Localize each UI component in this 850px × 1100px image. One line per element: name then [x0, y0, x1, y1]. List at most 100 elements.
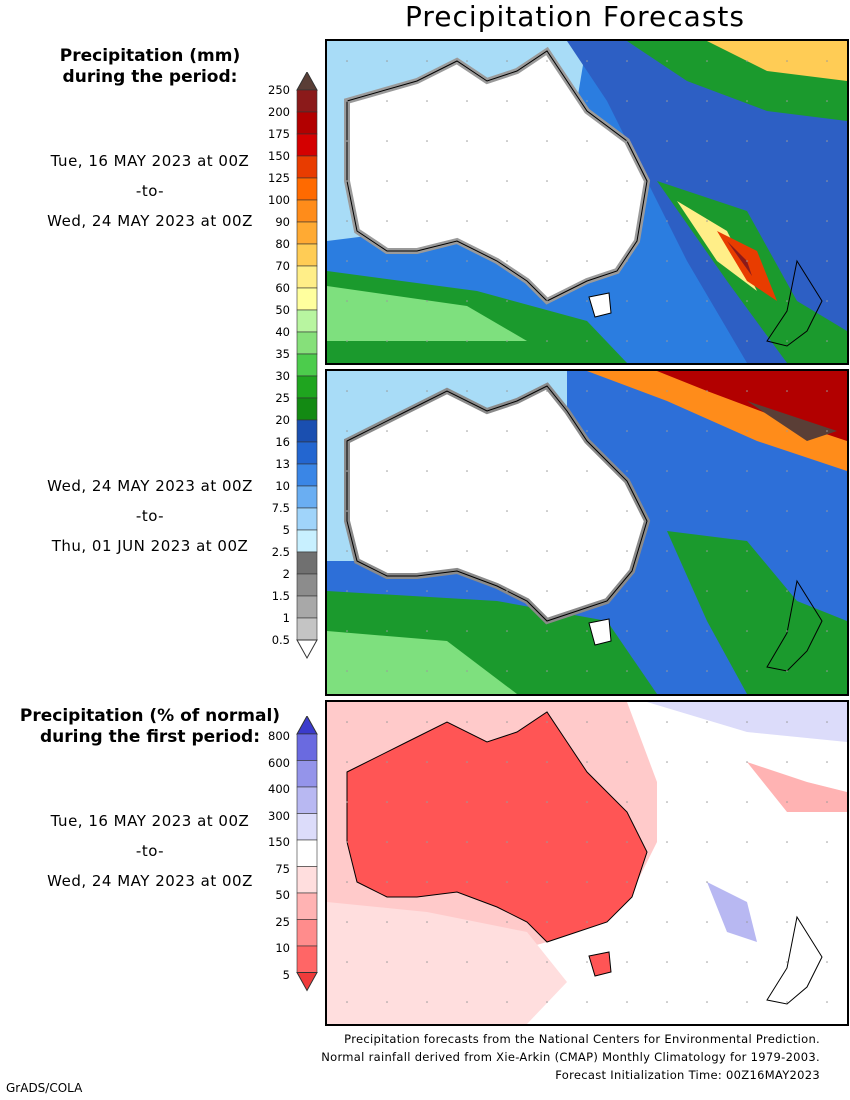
colorbar-tick-label: 30 [275, 369, 290, 383]
period3-start: Tue, 16 MAY 2023 at 00Z [50, 812, 250, 830]
colorbar-tick-label: 25 [275, 914, 290, 929]
colorbar-tick-label: 5 [282, 523, 290, 537]
map-panel-period2 [325, 369, 849, 696]
colorbar-tick-label: 100 [268, 193, 290, 207]
colorbar-segment [296, 760, 318, 788]
pct-header-line1: Precipitation (% of normal) [19, 706, 281, 726]
colorbar-segment [296, 595, 318, 619]
colorbar-segment [296, 507, 318, 531]
mm-colorbar [296, 72, 318, 660]
colorbar-segment [296, 287, 318, 311]
colorbar-segment [296, 243, 318, 267]
colorbar-segment [296, 111, 318, 135]
colorbar-tick-label: 125 [268, 171, 290, 185]
mm-header-line2: during the period: [62, 67, 238, 87]
pct-header-line2: during the first period: [39, 727, 261, 747]
colorbar-tick-label: 90 [275, 215, 290, 229]
colorbar-tick-label: 35 [275, 347, 290, 361]
colorbar-segment [296, 133, 318, 157]
colorbar-tick-label: 1 [282, 611, 290, 625]
colorbar-tick-label: 25 [275, 391, 290, 405]
colorbar-top-arrow [296, 716, 318, 735]
colorbar-tick-label: 10 [275, 479, 290, 493]
colorbar-bottom-arrow [296, 972, 318, 992]
colorbar-tick-label: 50 [275, 888, 290, 902]
period1-start: Tue, 16 MAY 2023 at 00Z [50, 152, 250, 170]
page-title: Precipitation Forecasts [405, 0, 745, 33]
period1-dates: Tue, 16 MAY 2023 at 00Z -to- Wed, 24 MAY… [30, 146, 270, 236]
footer-line-1: Precipitation forecasts from the Nationa… [344, 1032, 820, 1046]
colorbar-tick-label: 13 [275, 457, 290, 471]
period2-sep: -to- [135, 507, 165, 525]
colorbar-segment [296, 463, 318, 487]
colorbar-segment [296, 177, 318, 201]
colorbar-tick-label: 250 [268, 83, 290, 97]
map-panel-period1 [325, 39, 849, 365]
mm-header: Precipitation (mm) during the period: [0, 46, 300, 88]
period3-dates: Tue, 16 MAY 2023 at 00Z -to- Wed, 24 MAY… [30, 806, 270, 896]
pct-scale-labels: 800 600 400 300 150 75 50 25 10 5 [240, 730, 290, 1004]
colorbar-tick-label: 60 [275, 281, 290, 295]
colorbar-tick-label: 600 [268, 755, 290, 770]
period1-end: Wed, 24 MAY 2023 at 00Z [47, 212, 253, 230]
colorbar-segment [296, 617, 318, 641]
colorbar-tick-label: 75 [275, 861, 290, 876]
colorbar-tick-label: 200 [268, 105, 290, 119]
colorbar-tick-label: 7.5 [271, 501, 290, 515]
mm-header-line1: Precipitation (mm) [59, 46, 241, 66]
colorbar-segment [296, 397, 318, 421]
colorbar-segment [296, 529, 318, 553]
colorbar-segment [296, 441, 318, 465]
period1-sep: -to- [135, 182, 165, 200]
colorbar-segment [296, 551, 318, 575]
colorbar-tick-label: 2 [282, 567, 290, 581]
colorbar-tick-label: 40 [275, 325, 290, 339]
mm-scale-labels: 250 200 175 150 125 100 90 80 70 60 50 40 35 30 25 20 16… [240, 84, 290, 658]
footer-notes: Precipitation forecasts from the Nationa… [321, 1030, 820, 1084]
colorbar-segment [296, 375, 318, 399]
colorbar-segment [296, 331, 318, 355]
colorbar-segment [296, 419, 318, 443]
colorbar-tick-label: 150 [268, 835, 290, 849]
colorbar-tick-label: 400 [268, 782, 290, 796]
map-panel-pct-normal [325, 700, 849, 1026]
colorbar-segment [296, 573, 318, 597]
colorbar-segment [296, 353, 318, 377]
colorbar-segment [296, 839, 318, 867]
colorbar-segment [296, 813, 318, 841]
colorbar-tick-label: 20 [275, 413, 290, 427]
pct-colorbar [296, 716, 318, 992]
colorbar-top-arrow [296, 72, 318, 91]
period2-start: Wed, 24 MAY 2023 at 00Z [47, 477, 253, 495]
period2-end: Thu, 01 JUN 2023 at 00Z [51, 537, 249, 555]
colorbar-segment [296, 892, 318, 920]
colorbar-tick-label: 0.5 [271, 633, 290, 647]
colorbar-segment [296, 733, 318, 761]
colorbar-tick-label: 175 [268, 127, 290, 141]
colorbar-tick-label: 70 [275, 259, 290, 273]
colorbar-tick-label: 800 [268, 729, 290, 743]
colorbar-segment [296, 786, 318, 814]
colorbar-tick-label: 50 [275, 303, 290, 317]
footer-line-3: Forecast Initialization Time: 00Z16MAY20… [555, 1068, 820, 1082]
period2-dates: Wed, 24 MAY 2023 at 00Z -to- Thu, 01 JUN… [30, 471, 270, 561]
colorbar-tick-label: 16 [275, 435, 290, 449]
colorbar-bottom-arrow [296, 639, 318, 660]
colorbar-segment [296, 866, 318, 894]
footer-line-2: Normal rainfall derived from Xie-Arkin (… [321, 1050, 820, 1064]
colorbar-segment [296, 155, 318, 179]
colorbar-segment [296, 265, 318, 289]
credit: GrADS/COLA [6, 1081, 83, 1095]
colorbar-tick-label: 300 [268, 808, 290, 823]
colorbar-tick-label: 1.5 [271, 589, 290, 603]
colorbar-segment [296, 945, 318, 973]
colorbar-segment [296, 485, 318, 509]
period3-sep: -to- [135, 842, 165, 860]
colorbar-segment [296, 221, 318, 245]
colorbar-tick-label: 10 [275, 941, 290, 955]
colorbar-tick-label: 5 [282, 967, 290, 982]
colorbar-segment [296, 919, 318, 947]
pct-header: Precipitation (% of normal) during the f… [0, 706, 300, 748]
colorbar-tick-label: 150 [268, 149, 290, 163]
colorbar-tick-label: 2.5 [271, 545, 290, 559]
